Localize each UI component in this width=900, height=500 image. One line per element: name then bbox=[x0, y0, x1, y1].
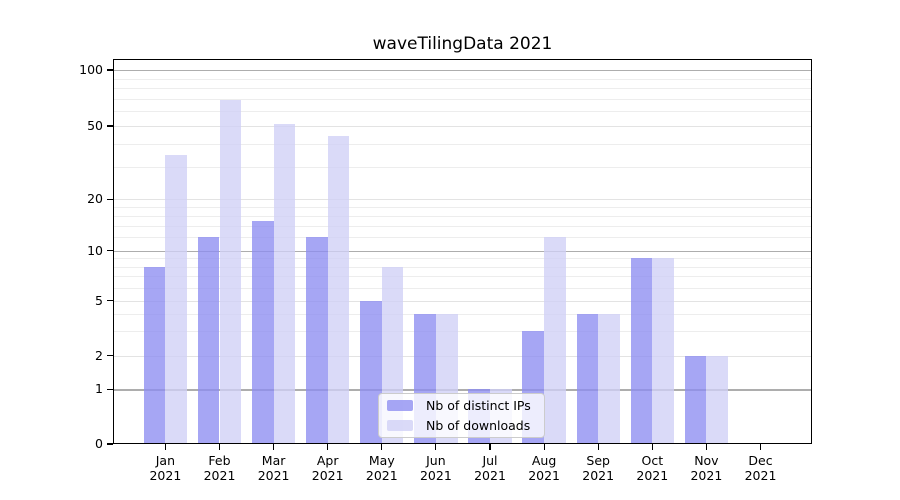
x-axis-tick-label: Dec 2021 bbox=[744, 453, 777, 484]
x-axis-tick-label: Nov 2021 bbox=[690, 453, 723, 484]
x-axis-tick-mark bbox=[218, 444, 221, 450]
grid-line-minor bbox=[113, 98, 812, 100]
y-axis-tick-mark bbox=[106, 388, 113, 390]
y-axis-tick-label: 0 bbox=[95, 436, 103, 451]
grid-line-minor bbox=[113, 207, 812, 209]
y-axis-tick-label: 2 bbox=[95, 347, 103, 363]
bar-downloads bbox=[165, 154, 188, 444]
x-axis-tick-mark bbox=[489, 444, 491, 450]
grid-line-minor bbox=[113, 266, 812, 268]
grid-line-minor bbox=[113, 88, 812, 90]
grid-line bbox=[113, 300, 812, 302]
bar-distinct-ips bbox=[360, 300, 382, 444]
bar-distinct-ips bbox=[143, 266, 166, 444]
y-axis-tick-label: 20 bbox=[87, 191, 103, 207]
y-axis-tick-mark bbox=[106, 69, 113, 71]
bar-downloads bbox=[706, 355, 729, 444]
bar-downloads bbox=[273, 124, 296, 444]
grid-line-minor bbox=[113, 314, 812, 316]
y-axis-tick-label: 1 bbox=[95, 381, 103, 397]
x-axis-tick-label: Jul 2021 bbox=[474, 453, 506, 484]
bar-distinct-ips bbox=[306, 237, 328, 444]
bar-distinct-ips bbox=[684, 355, 707, 444]
x-axis-tick-mark bbox=[597, 444, 599, 450]
y-axis-tick-label: 50 bbox=[87, 118, 103, 133]
x-axis-tick-label: Jan 2021 bbox=[149, 453, 182, 484]
legend-swatch-distinct-ips bbox=[387, 399, 413, 411]
grid-line-major bbox=[113, 389, 812, 391]
grid-line-minor bbox=[113, 237, 812, 239]
legend-label: Nb of downloads bbox=[426, 418, 531, 434]
grid-line-minor bbox=[113, 78, 812, 80]
x-axis-tick-mark bbox=[543, 444, 545, 450]
x-axis-tick-label: Mar 2021 bbox=[257, 453, 290, 484]
y-axis-tick-mark bbox=[106, 250, 113, 252]
grid-line-minor bbox=[113, 225, 812, 227]
x-axis-tick-mark bbox=[327, 444, 329, 450]
x-axis-tick-mark bbox=[759, 444, 762, 450]
grid-line-minor bbox=[113, 276, 812, 278]
bar-downloads bbox=[219, 99, 242, 444]
legend: Nb of distinct IPs Nb of downloads bbox=[378, 393, 545, 438]
grid-line bbox=[113, 355, 812, 357]
legend-label: Nb of distinct IPs bbox=[426, 397, 531, 413]
y-axis-tick-label: 100 bbox=[79, 62, 103, 77]
x-axis-tick-label: Apr 2021 bbox=[311, 453, 344, 484]
x-axis-tick-mark bbox=[273, 444, 275, 450]
x-axis-tick-label: May 2021 bbox=[365, 453, 398, 484]
grid-line-minor bbox=[113, 331, 812, 333]
grid-line-minor bbox=[113, 166, 812, 168]
x-axis-tick-label: Jun 2021 bbox=[419, 453, 452, 484]
y-axis-tick-mark bbox=[106, 125, 113, 127]
grid-line-major bbox=[113, 250, 812, 253]
grid-line-minor bbox=[113, 111, 812, 113]
y-axis-tick-mark bbox=[106, 443, 113, 445]
bar-distinct-ips bbox=[197, 237, 220, 444]
y-axis-tick-mark bbox=[106, 300, 113, 302]
grid-line-major bbox=[113, 70, 812, 72]
bar-distinct-ips bbox=[576, 314, 599, 444]
x-axis-tick-mark bbox=[651, 444, 653, 450]
y-axis-tick-label: 5 bbox=[95, 292, 103, 308]
y-axis-tick-label: 10 bbox=[87, 242, 103, 258]
chart-title: waveTilingData 2021 bbox=[372, 34, 553, 54]
bar-downloads bbox=[327, 136, 350, 444]
bar-downloads bbox=[544, 237, 566, 444]
legend-entry: Nb of downloads bbox=[387, 417, 536, 436]
plot-area bbox=[113, 59, 812, 444]
bar-distinct-ips bbox=[251, 220, 274, 444]
grid-line-minor bbox=[113, 287, 812, 289]
x-axis-tick-label: Feb 2021 bbox=[203, 453, 236, 484]
x-axis-tick-label: Oct 2021 bbox=[636, 453, 669, 484]
x-axis-tick-label: Aug 2021 bbox=[528, 453, 560, 484]
x-axis-tick-mark bbox=[435, 444, 437, 450]
legend-swatch-downloads bbox=[387, 420, 413, 432]
x-axis-tick-mark bbox=[705, 444, 707, 450]
grid-line-minor bbox=[113, 143, 812, 145]
bar-distinct-ips bbox=[630, 258, 653, 444]
y-axis-tick-mark bbox=[106, 198, 113, 200]
x-axis-tick-label: Sep 2021 bbox=[582, 453, 615, 484]
grid-line bbox=[113, 126, 812, 127]
grid-line-minor bbox=[113, 258, 812, 260]
x-axis-tick-mark bbox=[164, 444, 166, 450]
bar-downloads bbox=[598, 314, 620, 444]
legend-entry: Nb of distinct IPs bbox=[387, 396, 536, 415]
grid-line-minor bbox=[113, 215, 812, 217]
bar-downloads bbox=[652, 258, 674, 444]
y-axis-tick-mark bbox=[106, 355, 113, 357]
grid-line bbox=[113, 199, 812, 201]
x-axis-tick-mark bbox=[381, 444, 383, 450]
